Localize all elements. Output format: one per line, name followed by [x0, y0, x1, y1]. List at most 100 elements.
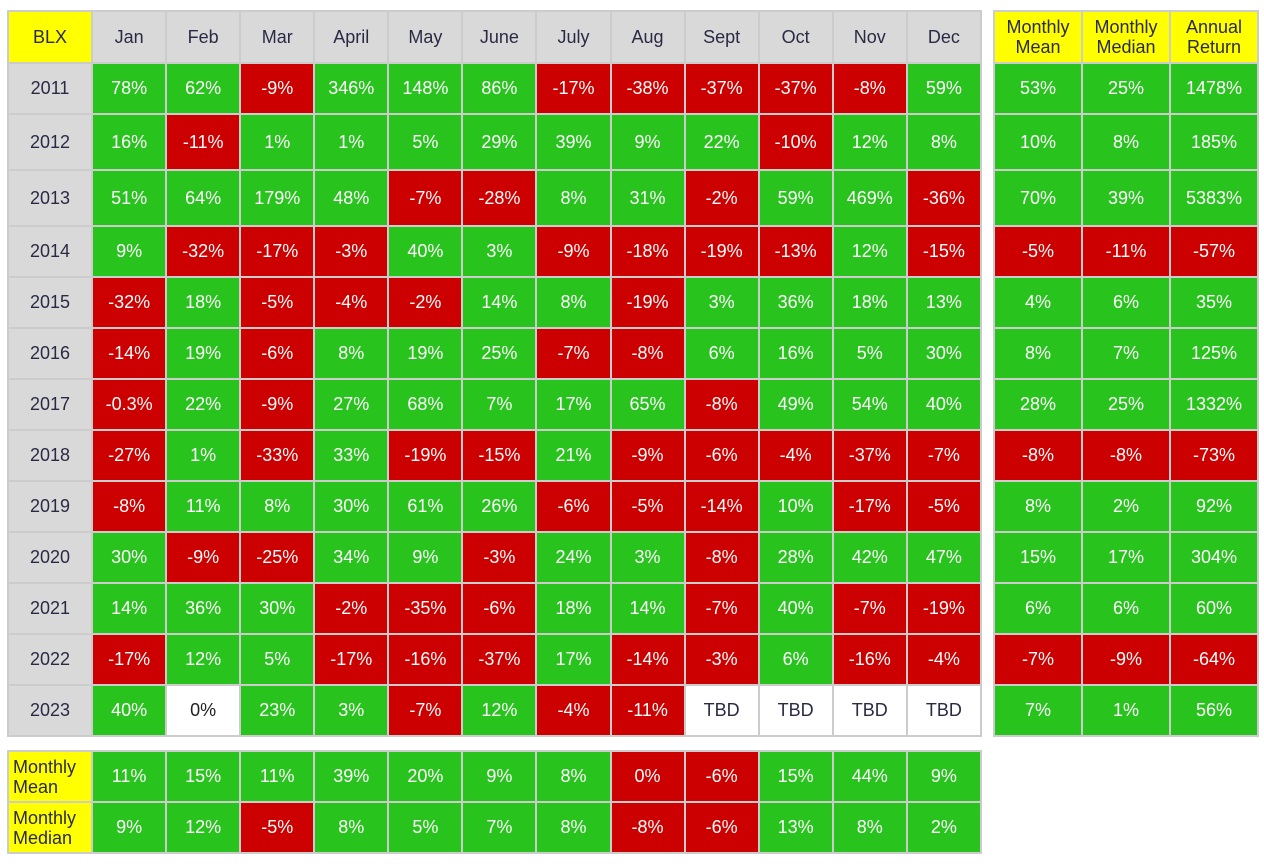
return-cell: -14%: [683, 480, 760, 533]
stat-cell: 5%: [387, 801, 464, 854]
return-cell: -37%: [461, 633, 538, 686]
return-cell: 49%: [757, 378, 834, 431]
header-line: Annual: [1185, 17, 1243, 37]
return-cell: -6%: [535, 480, 612, 533]
return-cell: -3%: [461, 531, 538, 584]
monthly-median-row: Monthly Median 9% 12% -5% 8% 5% 7% 8% -8% -6% 13% 8%…: [6, 801, 983, 854]
monthly-mean-cell: 8%: [993, 480, 1083, 533]
summary-row: 53% 25% 1478%: [993, 62, 1259, 115]
return-cell: -25%: [239, 531, 316, 584]
return-cell: 36%: [165, 582, 242, 635]
return-cell: 59%: [905, 62, 983, 115]
return-cell: 68%: [387, 378, 464, 431]
return-cell: -18%: [609, 225, 686, 278]
return-cell: -15%: [905, 225, 983, 278]
return-cell: -8%: [831, 62, 908, 115]
month-header: Jan: [91, 10, 168, 64]
year-row: 2015 -32% 18% -5% -4% -2% 14% 8% -19% 3% 36% 18% 13%: [6, 276, 983, 329]
stat-cell: -8%: [609, 801, 686, 854]
return-cell: 12%: [461, 684, 538, 737]
stat-cell: 2%: [905, 801, 983, 854]
monthly-median-cell: 25%: [1081, 62, 1171, 115]
return-cell: 1%: [313, 113, 390, 171]
return-cell: 12%: [165, 633, 242, 686]
monthly-median-cell: 17%: [1081, 531, 1171, 584]
return-cell: 8%: [905, 113, 983, 171]
month-header: Feb: [165, 10, 242, 64]
monthly-mean-cell: 28%: [993, 378, 1083, 431]
return-cell: 22%: [683, 113, 760, 171]
stat-cell: 20%: [387, 750, 464, 803]
return-cell: 21%: [535, 429, 612, 482]
return-cell: -37%: [831, 429, 908, 482]
return-cell: 16%: [757, 327, 834, 380]
stat-label: Monthly Mean: [6, 750, 94, 803]
monthly-median-cell: -8%: [1081, 429, 1171, 482]
return-cell: 9%: [609, 113, 686, 171]
return-cell: 9%: [387, 531, 464, 584]
return-cell: 61%: [387, 480, 464, 533]
return-cell: -2%: [683, 169, 760, 227]
return-cell: 5%: [387, 113, 464, 171]
return-cell: -4%: [905, 633, 983, 686]
return-cell: 346%: [313, 62, 390, 115]
year-label: 2020: [6, 531, 94, 584]
return-cell: TBD: [757, 684, 834, 737]
return-cell: -9%: [165, 531, 242, 584]
header-line: Mean: [1015, 37, 1061, 57]
monthly-mean-cell: 10%: [993, 113, 1083, 171]
stat-cell: 9%: [905, 750, 983, 803]
monthly-mean-cell: -7%: [993, 633, 1083, 686]
return-cell: 33%: [313, 429, 390, 482]
monthly-mean-row: Monthly Mean 11% 15% 11% 39% 20% 9% 8% 0% -6% 15% 44…: [6, 750, 983, 803]
return-cell: 31%: [609, 169, 686, 227]
return-cell: 19%: [387, 327, 464, 380]
return-cell: -5%: [609, 480, 686, 533]
return-cell: 30%: [905, 327, 983, 380]
annual-return-cell: 5383%: [1169, 169, 1259, 227]
stat-cell: 8%: [535, 750, 612, 803]
return-cell: 1%: [239, 113, 316, 171]
return-cell: 39%: [535, 113, 612, 171]
annual-return-cell: 60%: [1169, 582, 1259, 635]
return-cell: 14%: [461, 276, 538, 329]
label-line: Monthly: [13, 756, 77, 777]
stat-cell: 9%: [91, 801, 168, 854]
return-cell: -8%: [609, 327, 686, 380]
year-label: 2017: [6, 378, 94, 431]
return-cell: 14%: [609, 582, 686, 635]
year-row: 2017 -0.3% 22% -9% 27% 68% 7% 17% 65% -8% 49% 54% 40…: [6, 378, 983, 431]
annual-return-cell: -73%: [1169, 429, 1259, 482]
return-cell: TBD: [683, 684, 760, 737]
year-row: 2014 9% -32% -17% -3% 40% 3% -9% -18% -19% -13% 12%…: [6, 225, 983, 278]
return-cell: -2%: [387, 276, 464, 329]
stat-cell: 8%: [313, 801, 390, 854]
summary-row: -5% -11% -57%: [993, 225, 1259, 278]
return-cell: 1%: [165, 429, 242, 482]
yearly-summary-table: Monthly Mean Monthly Median Annual Return 5…: [993, 10, 1259, 737]
return-cell: -16%: [387, 633, 464, 686]
stat-cell: 9%: [461, 750, 538, 803]
return-cell: -32%: [91, 276, 168, 329]
return-cell: 65%: [609, 378, 686, 431]
label-line: Mean: [13, 776, 59, 797]
return-cell: 19%: [165, 327, 242, 380]
year-label: 2014: [6, 225, 94, 278]
return-cell: 3%: [683, 276, 760, 329]
return-cell: 64%: [165, 169, 242, 227]
return-cell: 51%: [91, 169, 168, 227]
return-cell: 22%: [165, 378, 242, 431]
month-header: Nov: [831, 10, 908, 64]
return-cell: 48%: [313, 169, 390, 227]
return-cell: -37%: [757, 62, 834, 115]
return-cell: 40%: [387, 225, 464, 278]
return-cell: 10%: [757, 480, 834, 533]
return-cell: 47%: [905, 531, 983, 584]
monthly-median-cell: 7%: [1081, 327, 1171, 380]
return-cell: -6%: [683, 429, 760, 482]
summary-row: 6% 6% 60%: [993, 582, 1259, 635]
return-cell: -17%: [535, 62, 612, 115]
monthly-returns-table: BLX Jan Feb Mar April May June July Aug …: [6, 10, 983, 737]
return-cell: 78%: [91, 62, 168, 115]
return-cell: -9%: [239, 62, 316, 115]
